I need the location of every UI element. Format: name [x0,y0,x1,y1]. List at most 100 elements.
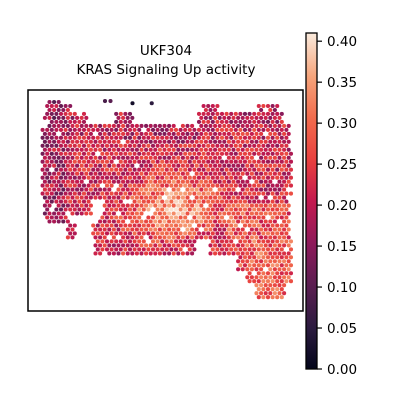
spot [240,147,245,152]
spot [173,159,179,164]
spot [130,227,135,232]
spot [114,199,119,204]
spot [160,143,165,148]
spot [157,243,162,248]
spot [263,179,268,184]
spot [217,123,222,128]
spot [261,231,266,236]
spot [247,207,252,212]
spot [236,195,241,200]
spot [219,239,225,244]
spot [47,195,52,200]
spot [210,183,215,188]
spot [224,135,229,140]
spot [265,167,271,172]
spot [183,183,188,188]
spot [104,223,110,228]
spot [222,139,227,144]
spot [185,179,190,184]
spot [160,159,165,164]
spot [144,219,149,224]
spot [222,179,227,184]
spot [203,131,208,136]
spot [185,227,190,232]
spot [272,283,277,288]
spot [162,179,167,184]
spot [288,247,294,252]
spot [247,279,252,284]
spot [157,195,162,200]
spot [254,171,259,176]
spot [141,167,146,172]
spot [226,171,231,176]
spot [123,159,128,164]
spot [61,171,66,176]
spot [148,171,153,176]
spot [206,127,211,132]
spot [242,255,248,260]
spot [68,223,73,228]
spot [56,123,61,128]
spot [247,223,252,228]
spot [256,151,261,156]
spot [180,155,185,160]
spot [233,127,238,132]
spot [132,207,137,212]
spot [224,143,229,148]
spot [56,99,61,105]
spot [144,131,149,136]
spot [52,107,57,113]
spot [157,219,162,224]
spot [245,179,250,184]
spot [61,187,66,192]
spot [95,247,100,252]
spot [192,127,197,132]
spot [88,187,93,192]
spot [279,119,284,124]
spot [201,191,206,196]
spot [215,151,220,156]
spot [275,263,280,268]
spot [231,171,236,176]
spot [270,271,275,276]
spot [213,235,218,240]
spot [47,115,52,120]
spot [102,227,107,232]
spot [231,163,236,168]
spot [121,195,126,200]
spot [91,151,96,156]
spot [49,143,54,148]
spot [141,159,146,164]
spot [162,211,167,216]
spot [127,183,133,188]
spot [116,187,121,192]
spot [183,207,188,212]
spot [141,247,146,252]
spot [196,191,202,196]
spot [268,259,273,264]
spot [68,143,73,148]
spot [153,219,158,224]
spot [155,143,160,148]
spot [224,175,229,180]
spot [111,171,116,176]
spot [86,159,91,164]
spot [265,199,271,204]
spot [130,123,135,128]
colorbar-tick-label: 0.30 [327,116,357,132]
spot [61,163,66,168]
spot [61,139,66,144]
spot [231,235,236,240]
spot [238,239,243,244]
spot [247,135,252,140]
spot [160,183,165,188]
spot [245,147,250,152]
spot [206,143,211,148]
spot [247,215,252,220]
spot [231,131,236,136]
spot [282,147,287,152]
spot [123,215,128,220]
spot [65,147,70,152]
colorbar-frame [305,32,318,370]
spot [111,251,116,256]
